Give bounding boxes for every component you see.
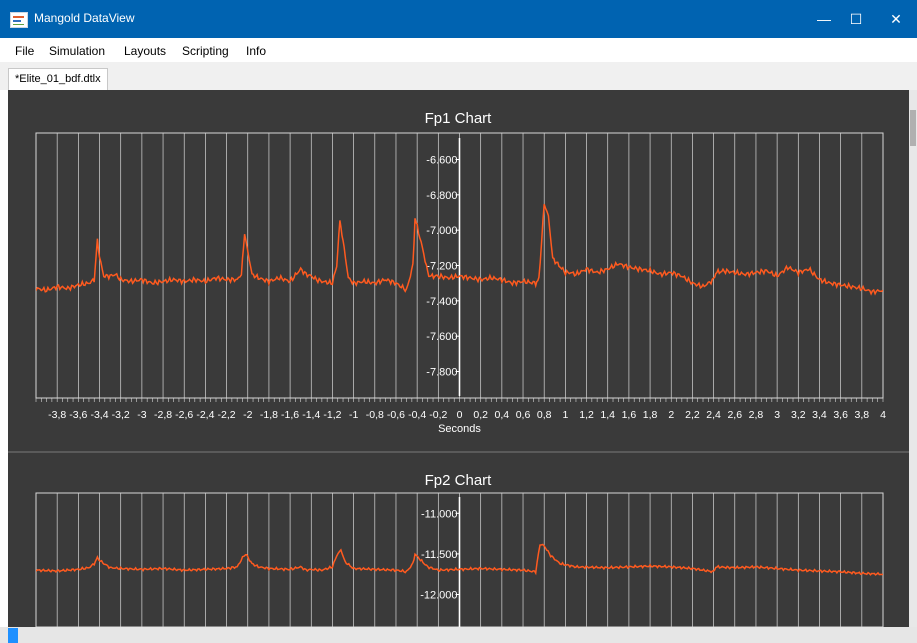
app-icon — [10, 12, 28, 28]
close-icon[interactable]: ✕ — [890, 10, 902, 27]
x-tick-label: -2,6 — [175, 409, 193, 421]
x-tick-label: 2 — [668, 409, 674, 421]
y-tick-label: -11.000 — [421, 508, 458, 520]
y-tick-label: -7.800 — [426, 367, 457, 379]
title-bar: Mangold DataView — ☐ ✕ — [0, 0, 917, 38]
chart-2: Fp2 Chart -11.000 -11.500 -12.000 — [35, 472, 884, 627]
x-tick-label: 2,6 — [727, 409, 742, 421]
x-tick-label: 3 — [774, 409, 780, 421]
document-tabs: *Elite_01_bdf.dtlx — [0, 62, 917, 91]
y-tick-label: -6.600 — [426, 155, 457, 167]
chart-title: Fp2 Chart — [425, 472, 493, 489]
x-tick-label: -1 — [349, 409, 358, 421]
x-tick-label: 0 — [457, 409, 463, 421]
menu-simulation[interactable]: Simulation — [49, 44, 106, 58]
minimize-icon[interactable]: — — [817, 11, 831, 27]
y-tick-label: -7.400 — [426, 296, 457, 308]
y-tick-label: -7.200 — [426, 261, 457, 273]
x-tick-label: 1,2 — [579, 409, 594, 421]
tab-document[interactable]: *Elite_01_bdf.dtlx — [8, 68, 108, 91]
x-tick-label: 2,4 — [706, 409, 721, 421]
x-tick-label: -3,2 — [112, 409, 130, 421]
x-tick-label: 0,8 — [537, 409, 552, 421]
series-line — [36, 543, 883, 576]
menu-scripting[interactable]: Scripting — [182, 44, 229, 58]
status-bar — [0, 627, 917, 643]
chart-separator — [8, 451, 909, 453]
x-tick-label: -1,8 — [260, 409, 278, 421]
x-tick-label: -0,8 — [366, 409, 384, 421]
x-tick-label: -2 — [243, 409, 252, 421]
chart-title: Fp1 Chart — [425, 110, 493, 127]
x-tick-label: -3,4 — [90, 409, 108, 421]
y-tick-label: -12.000 — [420, 590, 457, 602]
x-tick-label: -2,2 — [218, 409, 236, 421]
x-tick-label: 4 — [880, 409, 886, 421]
scrollbar-thumb[interactable] — [910, 110, 916, 146]
x-tick-label: 3,6 — [833, 409, 848, 421]
x-tick-label: 3,2 — [791, 409, 806, 421]
x-tick-label: -0,2 — [429, 409, 447, 421]
x-tick-label: 1,8 — [643, 409, 658, 421]
x-tick-label: 3,4 — [812, 409, 827, 421]
x-tick-label: -2,4 — [196, 409, 214, 421]
window-title: Mangold DataView — [34, 11, 135, 25]
chart-panel — [8, 90, 909, 627]
y-tick-label: -7.600 — [426, 331, 457, 343]
y-tick-label: -7.000 — [426, 225, 457, 237]
menu-info[interactable]: Info — [246, 44, 267, 58]
x-tick-label: 1,6 — [622, 409, 637, 421]
x-tick-label: 3,8 — [855, 409, 870, 421]
x-tick-label: -3,6 — [69, 409, 87, 421]
x-axis-label: Seconds — [438, 423, 481, 435]
x-tick-label: 2,2 — [685, 409, 700, 421]
x-tick-label: 1,4 — [600, 409, 615, 421]
y-tick-label: -11.500 — [421, 549, 458, 561]
x-tick-label: -0,6 — [387, 409, 405, 421]
x-tick-label: -2,8 — [154, 409, 172, 421]
x-tick-label: 0,2 — [473, 409, 488, 421]
x-tick-label: -0,4 — [408, 409, 426, 421]
menu-layouts[interactable]: Layouts — [124, 44, 167, 58]
status-indicator — [8, 628, 18, 643]
x-tick-label: 2,8 — [749, 409, 764, 421]
menu-file[interactable]: File — [15, 44, 35, 58]
chart-1: Fp1 Chart -6.600 -6.800 -7.000 -7.200 -7.400 -… — [35, 110, 886, 435]
x-tick-label: 1 — [562, 409, 568, 421]
menu-bar: File Simulation Layouts Scripting Info — [0, 38, 917, 62]
x-tick-label: 0,6 — [516, 409, 531, 421]
series-line — [36, 203, 883, 296]
x-tick-label: 0,4 — [495, 409, 510, 421]
x-tick-label: -1,2 — [323, 409, 341, 421]
maximize-icon[interactable]: ☐ — [849, 10, 863, 27]
x-tick-label: -3,8 — [48, 409, 66, 421]
vertical-scrollbar[interactable] — [909, 90, 917, 627]
x-tick-label: -3 — [137, 409, 146, 421]
x-tick-label: -1,6 — [281, 409, 299, 421]
charts-canvas: Fp1 Chart -6.600 -6.800 -7.000 -7.200 -7.400 -… — [8, 110, 909, 627]
y-tick-label: -6.800 — [426, 190, 457, 202]
x-tick-label: -1,4 — [302, 409, 320, 421]
